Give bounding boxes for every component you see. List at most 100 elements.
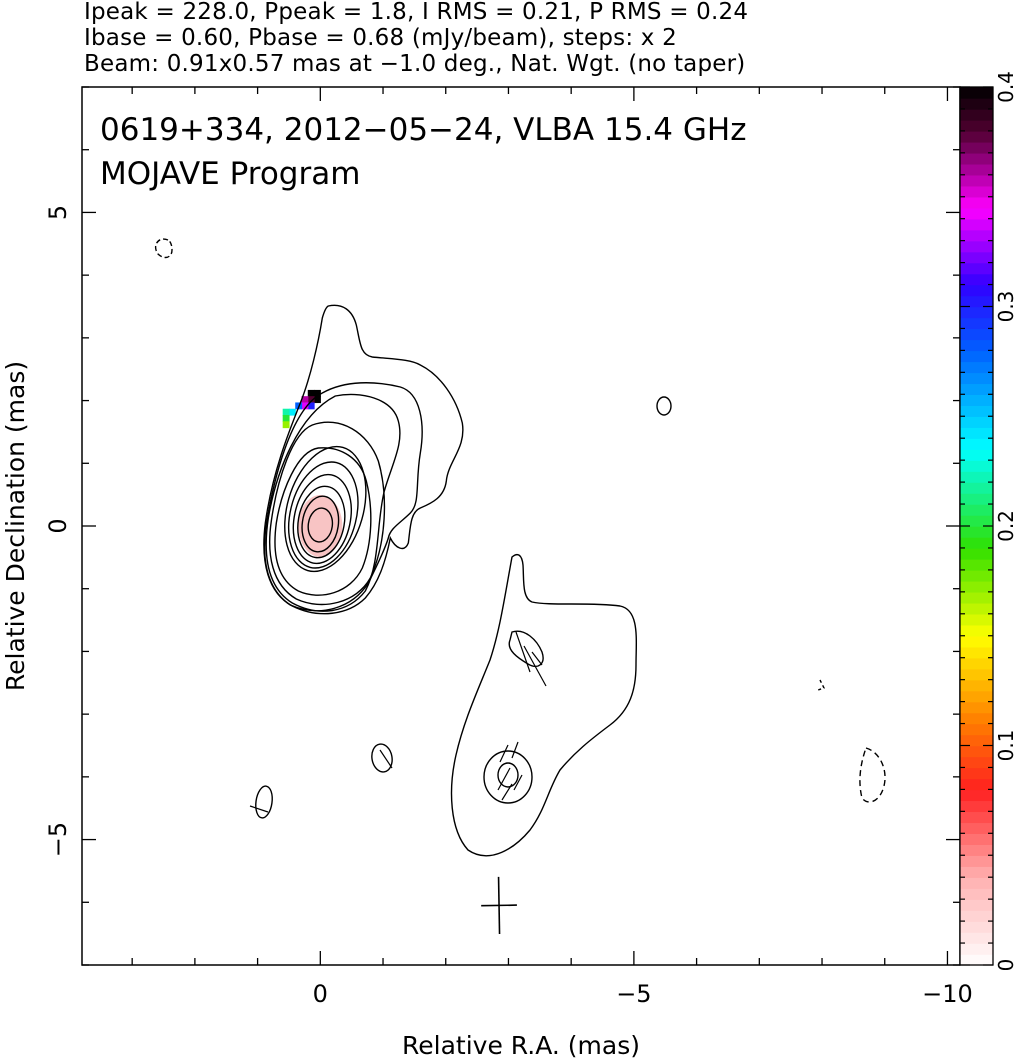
dashed-contour-tiny bbox=[817, 679, 825, 691]
x-tick-label: 0 bbox=[313, 980, 328, 1008]
colorbar-step bbox=[960, 229, 993, 242]
colorbar-step bbox=[960, 394, 993, 406]
core-contour-5 bbox=[288, 461, 359, 569]
colorbar-step bbox=[960, 284, 993, 297]
map-layer bbox=[154, 238, 886, 934]
colorbar-step bbox=[960, 460, 993, 472]
y-tick-label: 5 bbox=[44, 205, 72, 220]
colorbar-step bbox=[960, 624, 993, 637]
colorbar-step bbox=[960, 471, 993, 483]
core-contour-9 bbox=[265, 393, 401, 612]
polarization-pixel bbox=[314, 389, 321, 397]
colorbar-step bbox=[960, 613, 993, 626]
colorbar-step bbox=[960, 427, 993, 439]
colorbar-step bbox=[960, 635, 993, 648]
colorbar-tick-label: 0 bbox=[994, 959, 1018, 972]
map-title-line-2: MOJAVE Program bbox=[100, 156, 360, 192]
colorbar-step bbox=[960, 646, 993, 659]
x-tick-label: −10 bbox=[922, 980, 973, 1008]
core-contour-6 bbox=[284, 445, 367, 573]
core-contour-2 bbox=[301, 495, 340, 553]
beam-minor-axis bbox=[481, 904, 517, 907]
colorbar-step bbox=[960, 262, 993, 275]
evpa-ticks bbox=[497, 631, 547, 801]
colorbar-step bbox=[960, 119, 993, 132]
y-tick-label: 0 bbox=[44, 518, 72, 533]
polarization-pixel bbox=[301, 402, 309, 410]
polarization-layer bbox=[282, 389, 321, 429]
jet-component bbox=[450, 553, 637, 857]
colorbar-step bbox=[960, 855, 993, 867]
colorbar-step bbox=[960, 482, 993, 494]
colorbar-step bbox=[960, 416, 993, 428]
colorbar-step bbox=[960, 657, 993, 670]
colorbar-step bbox=[960, 811, 993, 824]
colorbar-step bbox=[960, 569, 993, 582]
colorbar-step bbox=[960, 174, 993, 187]
colorbar-step bbox=[960, 877, 993, 889]
colorbar-step bbox=[960, 317, 993, 330]
colorbar-step bbox=[960, 372, 993, 385]
colorbar-step bbox=[960, 295, 993, 308]
colorbar-step bbox=[960, 493, 993, 505]
polarization-pixel bbox=[288, 408, 296, 416]
colorbar-step bbox=[960, 690, 993, 703]
colorbar-step bbox=[960, 97, 993, 110]
core-contour-1 bbox=[307, 507, 334, 543]
colorbar-step bbox=[960, 833, 993, 845]
colorbar-step bbox=[960, 899, 993, 911]
colorbar-step bbox=[960, 536, 993, 549]
jet-contour-outer bbox=[450, 553, 637, 857]
colorbar-step bbox=[960, 240, 993, 253]
contour-right-small bbox=[656, 396, 672, 416]
y-axis-label: Relative Declination (mas) bbox=[1, 361, 30, 691]
axis-tick-labels: 0 −5 −10 5 0 −5 bbox=[44, 205, 973, 1008]
polarization-pixel bbox=[282, 421, 290, 429]
core-contour-4 bbox=[292, 473, 352, 565]
colorbar-step bbox=[960, 108, 993, 121]
colorbar-step bbox=[960, 87, 993, 99]
colorbar-step bbox=[960, 668, 993, 681]
colorbar-step bbox=[960, 163, 993, 176]
colorbar-step bbox=[960, 383, 993, 395]
colorbar-step bbox=[960, 251, 993, 264]
polarization-pixel bbox=[307, 389, 315, 397]
header-line-1: Ipeak = 228.0, Ppeak = 1.8, I RMS = 0.21… bbox=[84, 0, 749, 25]
jet-contour-knot bbox=[508, 630, 544, 668]
colorbar-step bbox=[960, 580, 993, 593]
contour-left-small bbox=[255, 785, 273, 819]
colorbar-step bbox=[960, 218, 993, 231]
colorbar-ticks bbox=[960, 86, 993, 966]
colorbar-step bbox=[960, 196, 993, 209]
colorbar-step bbox=[960, 130, 993, 143]
colorbar-step bbox=[960, 515, 993, 527]
colorbar-step bbox=[960, 273, 993, 286]
colorbar-step bbox=[960, 526, 993, 538]
colorbar-step bbox=[960, 679, 993, 692]
colorbar-tick-label: 0.2 bbox=[994, 510, 1018, 542]
colorbar-tick-label: 0.3 bbox=[994, 291, 1018, 323]
colorbar-step bbox=[960, 152, 993, 165]
colorbar-step bbox=[960, 350, 993, 363]
core-contour-10 bbox=[263, 382, 423, 612]
polarization-pixel bbox=[282, 414, 290, 422]
colorbar-step bbox=[960, 547, 993, 560]
x-tick-label: −5 bbox=[616, 980, 651, 1008]
colorbar-step bbox=[960, 141, 993, 154]
colorbar-step bbox=[960, 328, 993, 341]
colorbar-step bbox=[960, 789, 993, 802]
colorbar-step bbox=[960, 207, 993, 220]
header-line-2: Ibase = 0.60, Pbase = 0.68 (mJy/beam), s… bbox=[84, 25, 677, 51]
colorbar-step bbox=[960, 756, 993, 769]
core-contour-3 bbox=[297, 485, 346, 559]
colorbar-tick-labels: 0 0.1 0.2 0.3 0.4 bbox=[994, 71, 1018, 971]
core-contour-7 bbox=[274, 447, 372, 596]
polarization-pixel bbox=[282, 408, 290, 416]
colorbar-step bbox=[960, 701, 993, 714]
isolated-contours bbox=[154, 238, 886, 819]
x-axis-label: Relative R.A. (mas) bbox=[402, 1031, 640, 1060]
axis-ticks bbox=[82, 86, 960, 966]
colorbar-step bbox=[960, 822, 993, 834]
polarization-pixel bbox=[301, 396, 309, 404]
